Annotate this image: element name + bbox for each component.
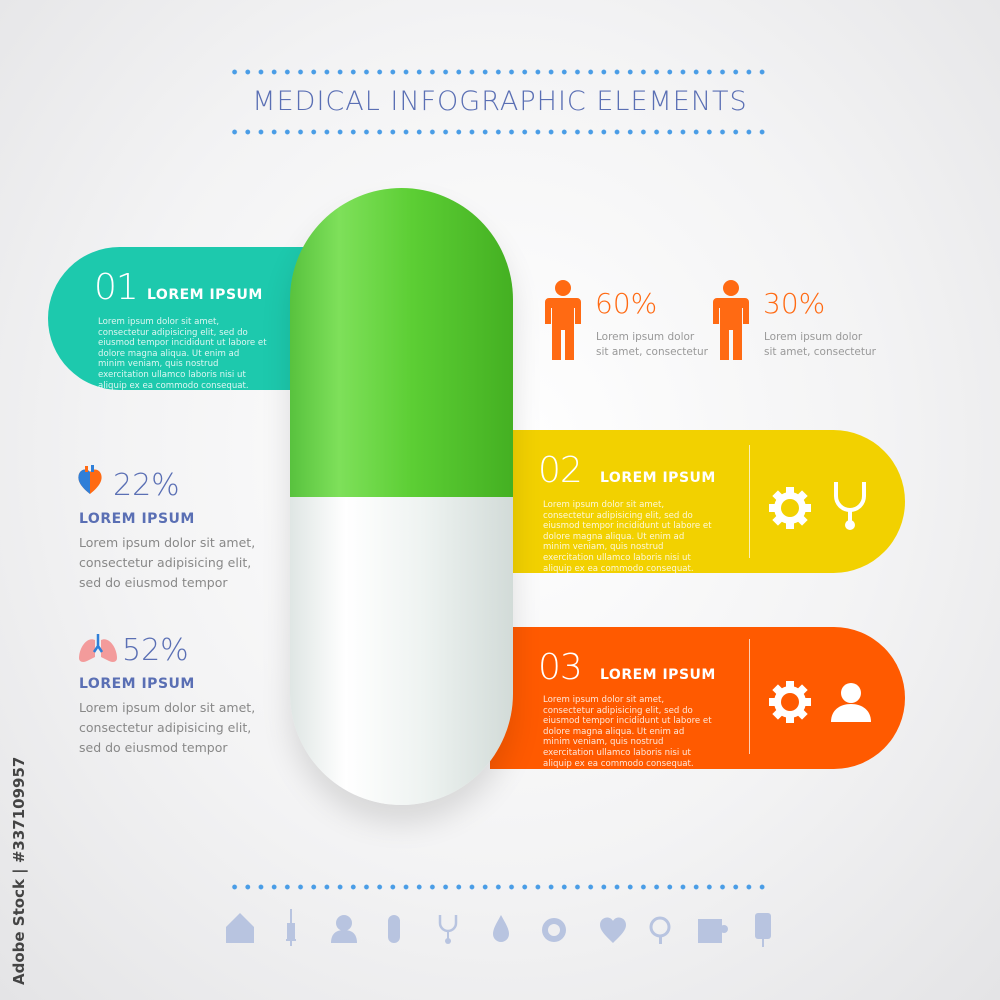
lungs-icon (79, 634, 117, 662)
card-heading: LOREM IPSUM (147, 287, 263, 303)
stat-value: 30% (763, 287, 826, 320)
top-dotted-divider (228, 69, 770, 75)
stethoscope-icon (834, 482, 866, 530)
bottom-icon-row (226, 909, 771, 947)
heart-icon (78, 465, 102, 494)
card-body: Lorem ipsum dolor sit amet, consectetur … (98, 317, 267, 391)
capsule-pill (290, 188, 513, 805)
card-number: 02 (538, 450, 583, 491)
gear-icon (767, 679, 813, 725)
bottom-dotted-divider (228, 884, 770, 890)
iv-bag-icon (755, 913, 771, 947)
stat-heading: LOREM IPSUM (79, 511, 195, 527)
user-icon (831, 683, 871, 722)
capsule-green-half (290, 188, 513, 497)
card-heading: LOREM IPSUM (600, 470, 716, 486)
card-number: 03 (538, 647, 583, 688)
card-body: Lorem ipsum dolor sit amet, consectetur … (543, 500, 712, 574)
gear-icon (767, 485, 813, 531)
card-02: 02 LOREM IPSUM Lorem ipsum dolor sit ame… (500, 430, 905, 574)
pill-icon (388, 915, 400, 943)
card-body: Lorem ipsum dolor sit amet, consectetur … (543, 695, 712, 769)
card-heading: LOREM IPSUM (600, 667, 716, 683)
divider (749, 445, 750, 558)
page-title: MEDICAL INFOGRAPHIC ELEMENTS (252, 86, 748, 117)
syringe-icon (286, 909, 296, 946)
capsule-white-half (290, 497, 513, 805)
card-number: 01 (94, 267, 139, 308)
puzzle-icon (698, 919, 728, 943)
stat-body: Lorem ipsum dolor sit amet, consectetur (764, 331, 876, 358)
drop-icon (493, 915, 509, 942)
gear-icon (542, 918, 566, 942)
doctor-icon (331, 915, 357, 943)
stat-value: 60% (595, 287, 658, 320)
stethoscope-icon (438, 915, 458, 944)
stat-body: Lorem ipsum dolor sit amet, consectetur (596, 331, 708, 358)
stat-value: 22% (113, 468, 180, 503)
title-dotted-divider (228, 129, 770, 135)
stat-value: 52% (122, 633, 189, 668)
card-03: 03 LOREM IPSUM Lorem ipsum dolor sit ame… (490, 627, 905, 769)
card-01: 01 LOREM IPSUM Lorem ipsum dolor sit ame… (48, 247, 318, 391)
heartbeat-icon (600, 917, 626, 943)
person-icon (713, 280, 749, 360)
watermark-stock-id: Adobe Stock | #337109957 (10, 756, 28, 985)
divider (749, 639, 750, 754)
stat-body: Lorem ipsum dolor sit amet, consectetur a… (79, 700, 256, 755)
stat-body: Lorem ipsum dolor sit amet, consectetur a… (79, 535, 256, 590)
home-icon (226, 913, 254, 943)
magnifier-icon (649, 916, 671, 944)
stat-heading: LOREM IPSUM (79, 676, 195, 692)
person-icon (545, 280, 581, 360)
